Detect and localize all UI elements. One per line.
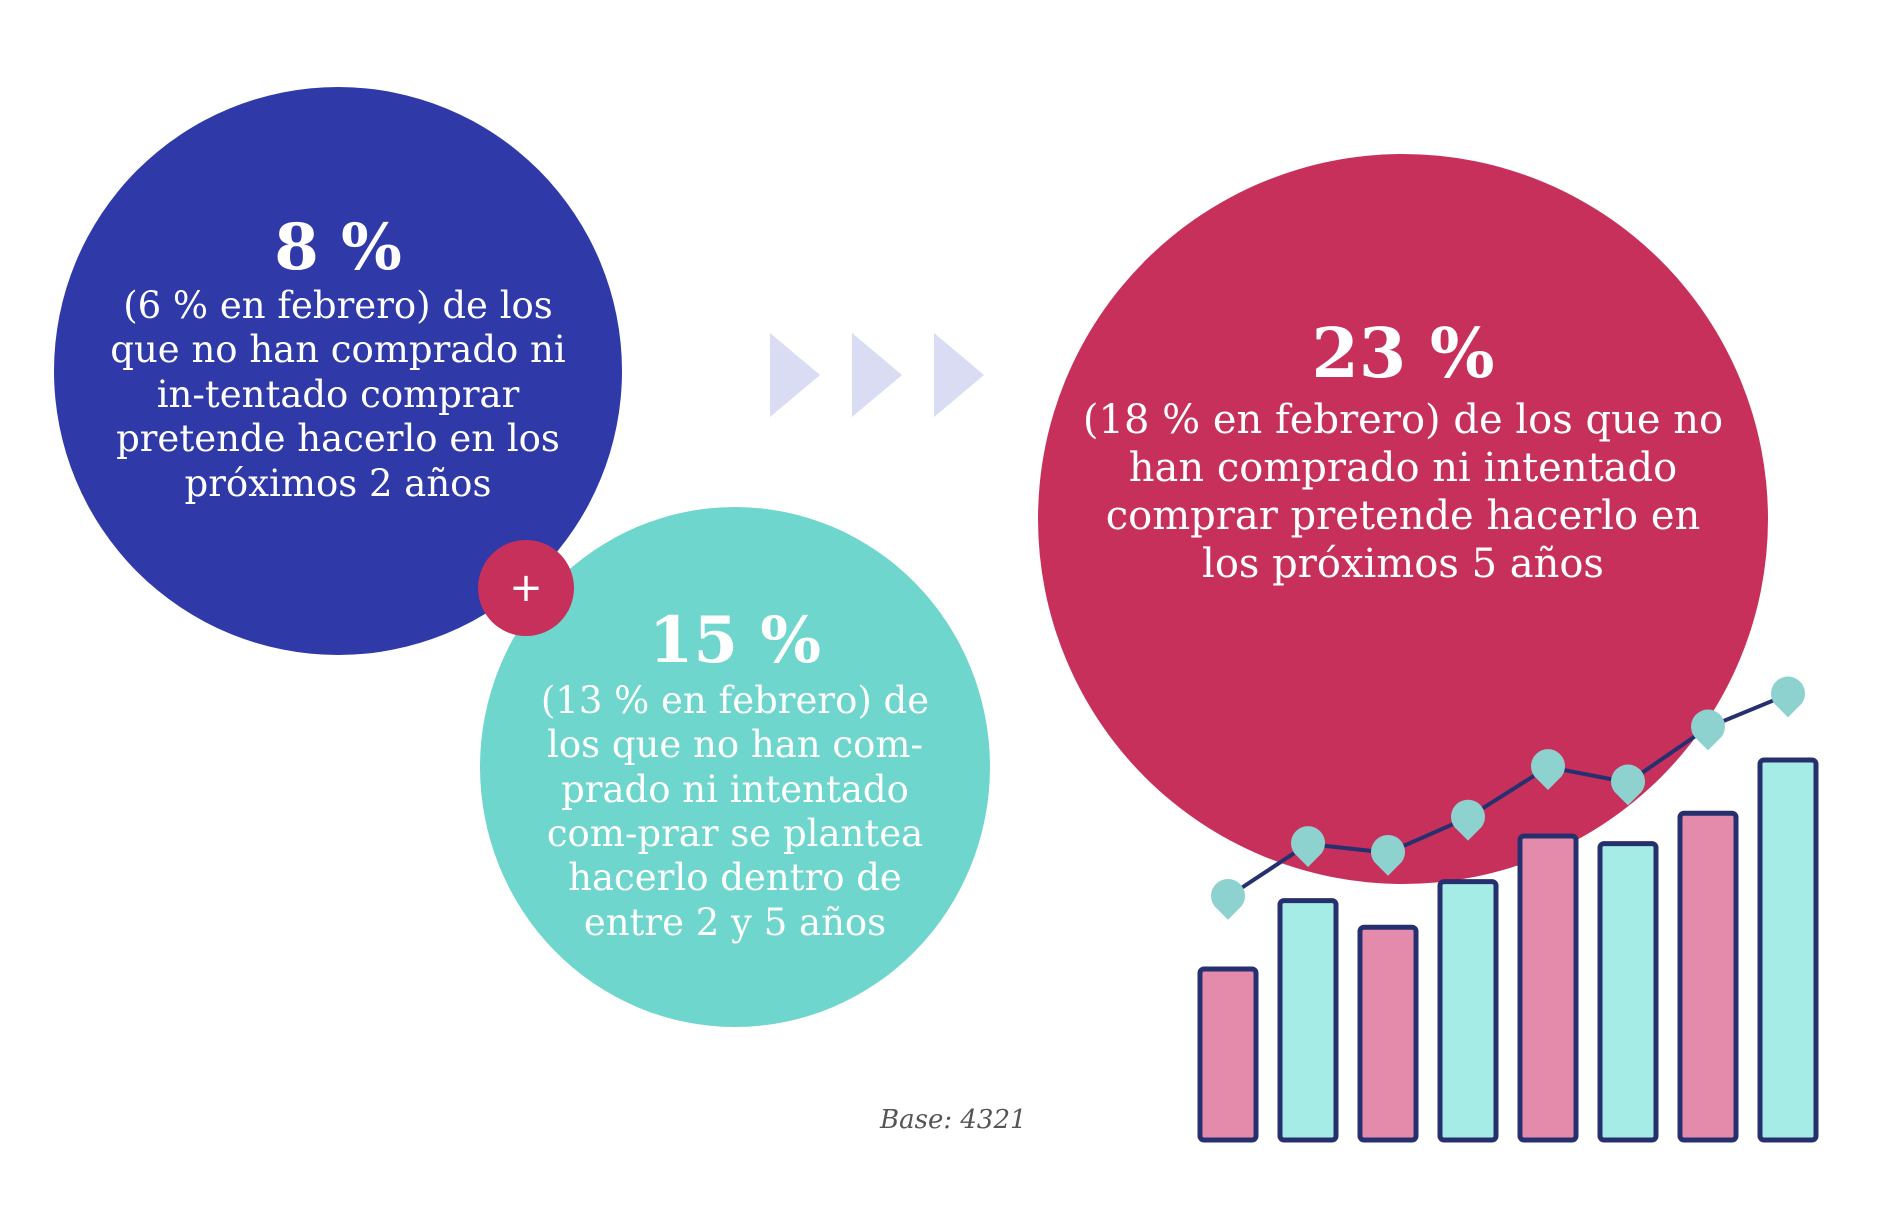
circle-23-percent: 23 % (18 % en febrero) de los que no han…: [1038, 154, 1768, 884]
plus-badge: +: [478, 540, 574, 636]
circle-8-percent: 8 % (6 % en febrero) de los que no han c…: [54, 87, 622, 655]
map-pin-icon: [1371, 834, 1405, 876]
base-note: Base: 4321: [880, 1105, 1027, 1135]
chevron-right-icon: [770, 333, 820, 417]
bar: [1677, 810, 1739, 1143]
bar: [1517, 833, 1579, 1143]
stat-23-percent: 23 %: [1311, 314, 1495, 394]
map-pin-icon: [1691, 709, 1725, 751]
desc-8-percent: (6 % en febrero) de los que no han compr…: [110, 284, 566, 505]
arrows-decoration: [770, 333, 984, 417]
bar: [1277, 898, 1339, 1143]
bar-chart-icon: [1197, 676, 1819, 1143]
stat-15-percent: 15 %: [648, 602, 822, 678]
bar: [1197, 966, 1259, 1143]
map-pin-icon: [1531, 749, 1565, 790]
map-pin-icon: [1211, 878, 1245, 920]
stat-8-percent: 8 %: [274, 210, 402, 286]
bar: [1357, 924, 1419, 1143]
map-pin-icon: [1611, 764, 1645, 806]
bar: [1597, 841, 1659, 1143]
map-pin-icon: [1771, 676, 1805, 718]
bar: [1437, 879, 1499, 1143]
desc-15-percent: (13 % en febrero) de los que no han com-…: [540, 678, 930, 944]
bar: [1757, 757, 1819, 1143]
map-pin-icon: [1291, 826, 1325, 867]
desc-23-percent: (18 % en febrero) de los que no han comp…: [1082, 397, 1724, 587]
chevron-right-icon: [934, 333, 984, 417]
chevron-right-icon: [852, 333, 902, 417]
map-pin-icon: [1451, 799, 1485, 841]
